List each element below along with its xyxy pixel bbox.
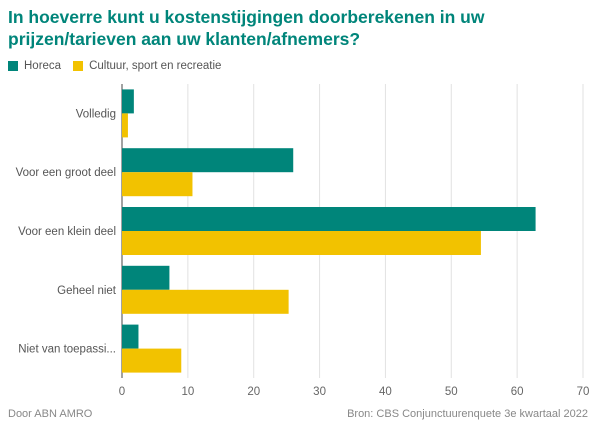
x-tick-label-30: 30: [313, 386, 326, 398]
bar-cultuur-1: [122, 172, 193, 197]
category-label: Voor een groot deel: [16, 167, 116, 179]
x-tick-label-60: 60: [511, 386, 524, 398]
x-tick-label-40: 40: [379, 386, 392, 398]
x-tick-label-20: 20: [247, 386, 260, 398]
bar-chart: 0 10 20 30 40 50 60 70 Volledig Voor een groot de…: [16, 84, 590, 398]
legend-swatch-horeca: [8, 61, 18, 71]
x-tick-label-70: 70: [577, 386, 590, 398]
x-tick-label-50: 50: [445, 386, 458, 398]
bar-horeca-1: [122, 148, 294, 173]
bar-cultuur-0: [122, 113, 128, 138]
footer-credit: Door ABN AMRO: [8, 408, 93, 420]
bar-cultuur-3: [122, 289, 289, 314]
x-tick-label-10: 10: [181, 386, 194, 398]
legend-item-cultuur[interactable]: Cultuur, sport en recreatie: [73, 60, 221, 72]
category-label: Voor een klein deel: [18, 226, 116, 238]
category-label: Geheel niet: [57, 285, 117, 297]
bar-cultuur-4: [122, 348, 182, 373]
bar-cultuur-2: [122, 231, 481, 255]
legend-label-horeca: Horeca: [24, 60, 62, 72]
bar-horeca-2: [122, 207, 536, 231]
category-label: Volledig: [76, 108, 116, 120]
category-label: Niet van toepassi...: [18, 344, 116, 356]
bar-horeca-4: [122, 324, 139, 349]
legend-swatch-cultuur: [73, 61, 84, 71]
chart-title: In hoeverre kunt u kostenstijgingen door…: [8, 7, 485, 49]
legend: Horeca Cultuur, sport en recreatie: [8, 60, 233, 72]
legend-label-cultuur: Cultuur, sport en recreatie: [89, 60, 222, 72]
footer-source: Bron: CBS Conjunctuurenquete 3e kwartaal…: [347, 408, 588, 420]
x-tick-label-0: 0: [119, 386, 125, 398]
bar-horeca-3: [122, 265, 170, 290]
bar-horeca-0: [122, 89, 134, 114]
legend-item-horeca[interactable]: Horeca: [8, 60, 61, 72]
